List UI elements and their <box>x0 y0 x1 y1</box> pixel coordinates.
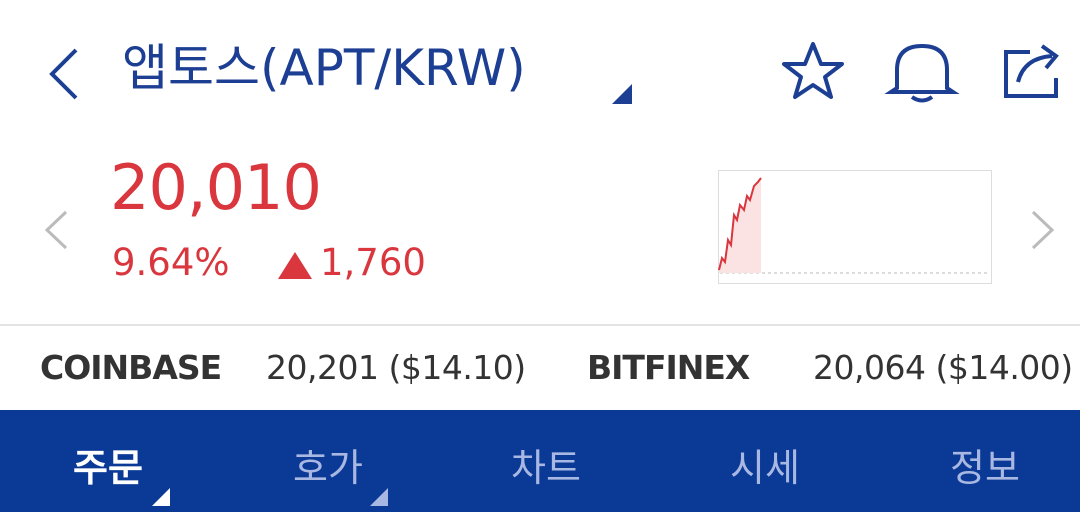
alert-button[interactable] <box>884 43 960 103</box>
prev-button[interactable] <box>44 210 68 250</box>
tab[interactable]: 주문 <box>73 446 143 490</box>
exchange-price: 20,201 ($14.10) <box>266 348 526 387</box>
favorite-button[interactable] <box>782 42 844 99</box>
sparkline <box>718 170 992 284</box>
tab[interactable]: 차트 <box>511 446 581 490</box>
exchange-price: 20,064 ($14.00) <box>813 348 1073 387</box>
title: 앱토스(APT/KRW) <box>122 39 526 97</box>
exchange-name: COINBASE <box>40 348 222 387</box>
tab[interactable]: 시세 <box>730 446 800 490</box>
icons <box>0 42 1080 326</box>
dropdown-indicator[interactable] <box>612 84 632 104</box>
share-button[interactable] <box>1004 44 1059 98</box>
tab-indicators <box>152 488 388 506</box>
change-percent: 9.64% <box>112 241 230 284</box>
up-arrow <box>278 252 312 279</box>
tab-bar: 주문 호가 차트 시세 정보 <box>0 410 1080 512</box>
current-price: 20,010 <box>110 151 322 224</box>
change-amount: 1,760 <box>320 241 426 284</box>
next-button[interactable] <box>1031 210 1055 250</box>
exchange-name: BITFINEX <box>587 348 750 387</box>
tab[interactable]: 호가 <box>293 446 363 490</box>
back-button[interactable] <box>49 48 78 100</box>
tab[interactable]: 정보 <box>950 446 1020 490</box>
